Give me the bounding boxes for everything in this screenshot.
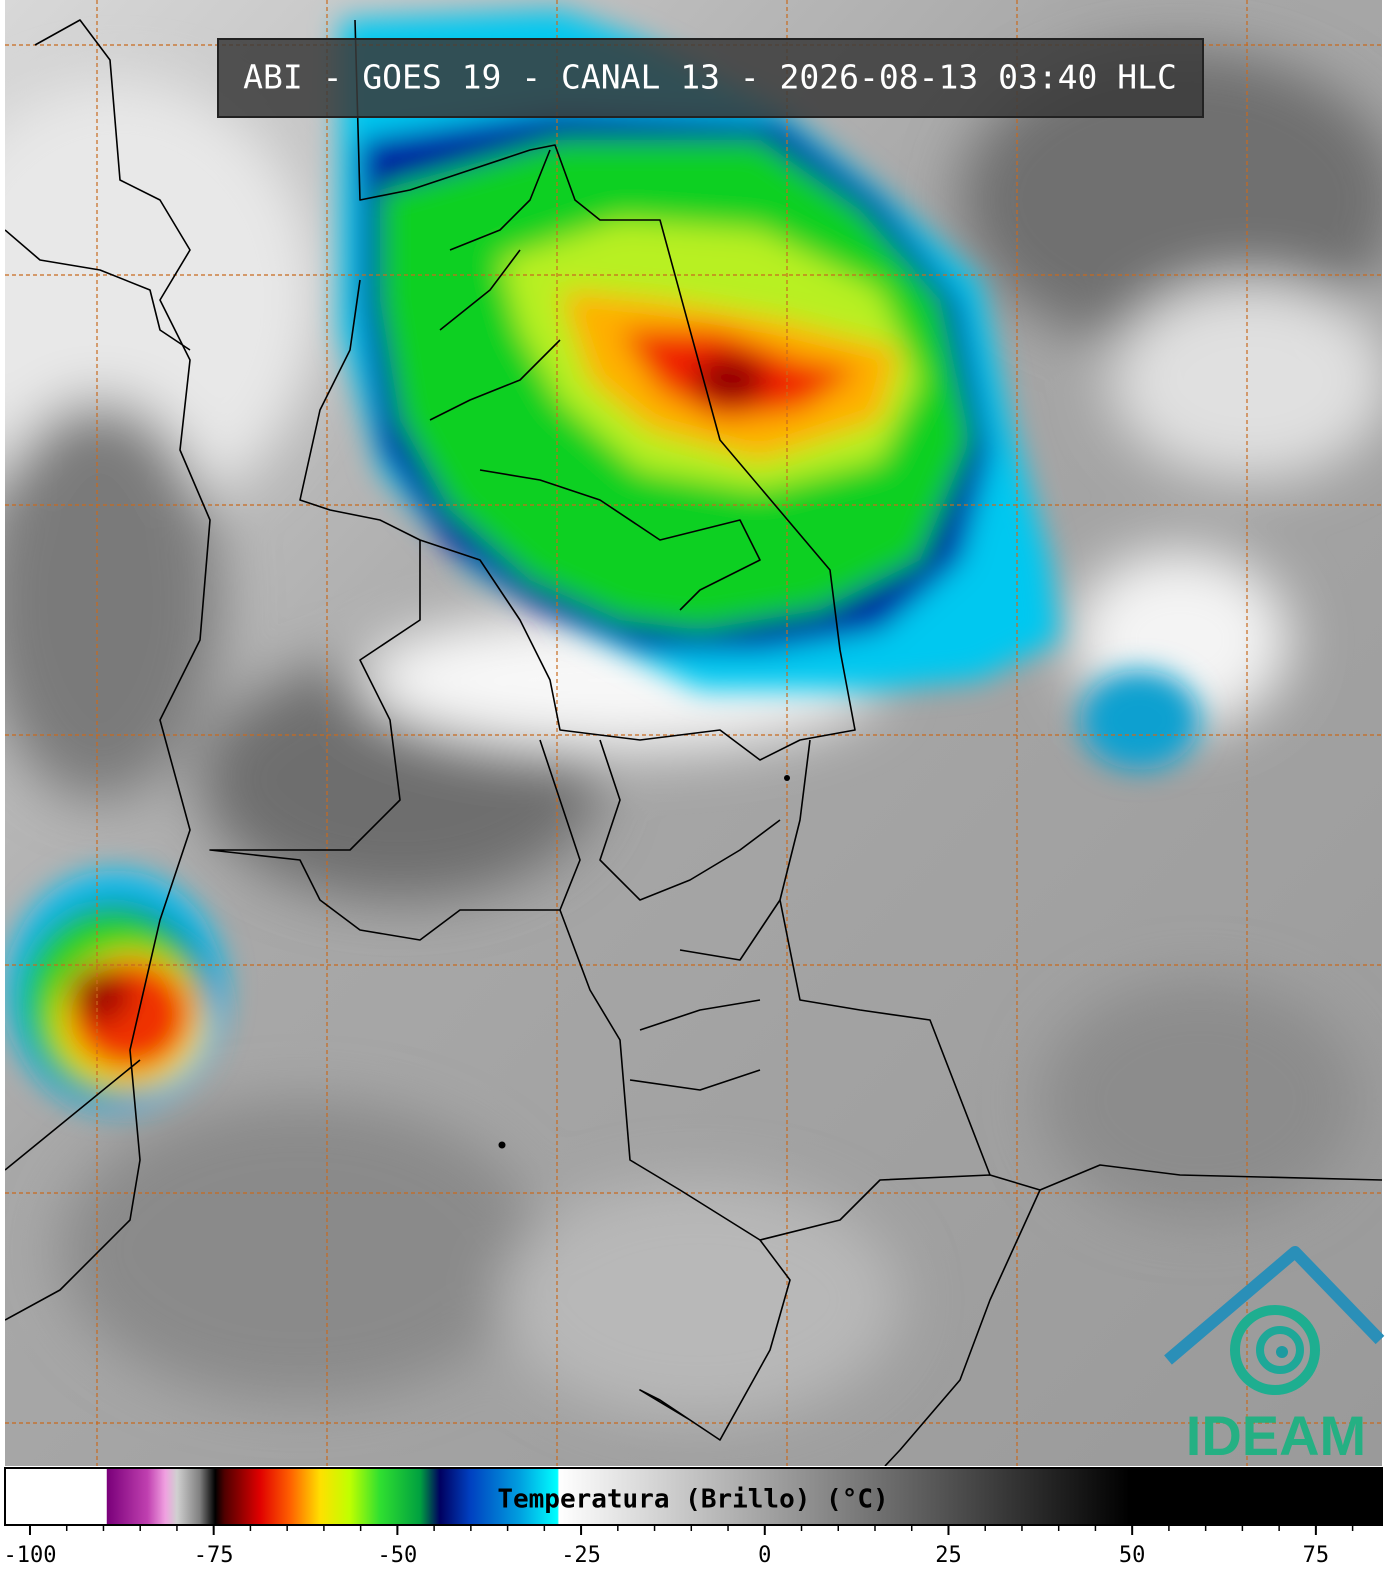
title-box — [217, 38, 1204, 118]
tick-label: -50 — [378, 1543, 418, 1568]
tick-label: 25 — [935, 1543, 962, 1568]
colorbar-gradient — [4, 1467, 1383, 1526]
tick-label: -75 — [194, 1543, 234, 1568]
colorbar-label: Temperatura (Brillo) (°C) — [497, 1485, 888, 1515]
title: ABI - GOES 19 - CANAL 13 - 2026-08-13 03… — [243, 58, 1177, 97]
tick-label: 75 — [1303, 1543, 1330, 1568]
logo: IDEAM — [1164, 1246, 1385, 1467]
tick-label: -25 — [561, 1543, 601, 1568]
tick-label: 0 — [758, 1543, 771, 1568]
tick-label: 50 — [1119, 1543, 1146, 1568]
colorbar: Temperatura (Brillo) (°C) — [4, 1467, 1383, 1526]
logo-text: IDEAM — [1186, 1404, 1366, 1467]
satellite-image — [5, 0, 1382, 1466]
tick-label: -100 — [3, 1543, 56, 1568]
